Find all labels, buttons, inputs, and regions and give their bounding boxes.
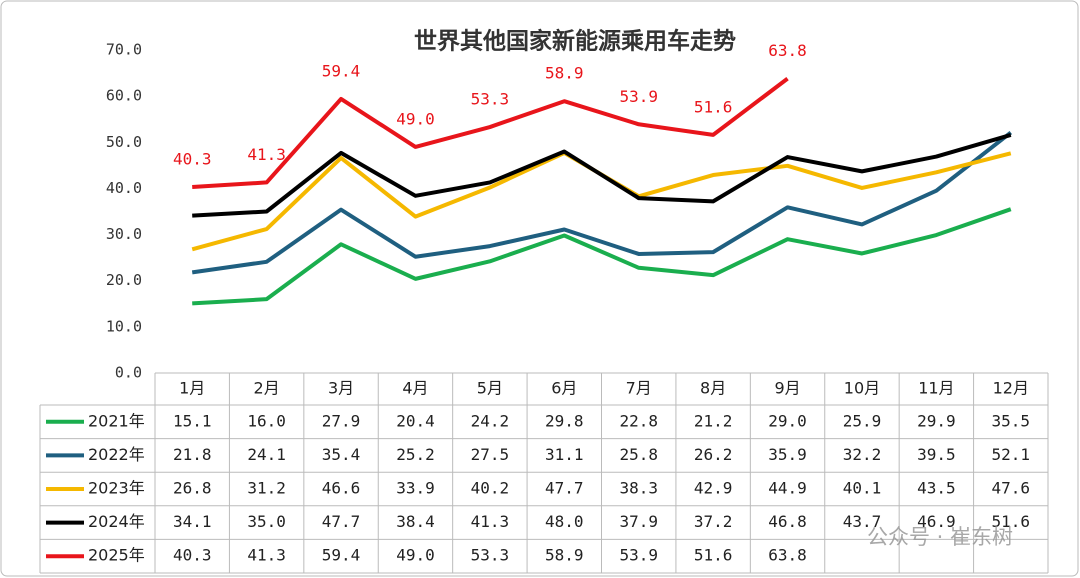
x-tick-label: 11月 — [918, 379, 954, 398]
x-tick-label: 12月 — [993, 379, 1029, 398]
table-cell: 46.9 — [917, 512, 956, 531]
y-tick-label: 10.0 — [106, 317, 142, 335]
table-cell: 47.7 — [322, 512, 361, 531]
table-cell: 53.3 — [471, 546, 510, 565]
table-cell: 52.1 — [992, 445, 1031, 464]
table-cell: 27.9 — [322, 411, 361, 430]
table-cell: 46.6 — [322, 479, 361, 498]
table-cell: 31.2 — [247, 479, 286, 498]
table-cell: 43.7 — [843, 512, 882, 531]
y-tick-label: 60.0 — [106, 87, 142, 105]
table-cell: 21.2 — [694, 411, 733, 430]
legend-label: 2023年 — [88, 479, 145, 498]
legend-label: 2021年 — [88, 411, 145, 430]
table-cell: 44.9 — [768, 479, 807, 498]
series-line — [191, 131, 1013, 275]
legend-label: 2025年 — [88, 546, 145, 565]
table-cell: 37.2 — [694, 512, 733, 531]
y-tick-label: 40.0 — [106, 179, 142, 197]
table-cell: 49.0 — [396, 546, 435, 565]
x-tick-label: 9月 — [774, 379, 800, 398]
table-cell: 51.6 — [992, 512, 1031, 531]
table-cell: 21.8 — [173, 445, 212, 464]
y-tick-label: 50.0 — [106, 133, 142, 151]
table-cell: 20.4 — [396, 411, 435, 430]
table-cell: 53.9 — [619, 546, 658, 565]
table-cell: 41.3 — [471, 512, 510, 531]
x-tick-label: 1月 — [179, 379, 205, 398]
table-cell: 32.2 — [843, 445, 882, 464]
table-cell: 26.8 — [173, 479, 212, 498]
table-cell: 42.9 — [694, 479, 733, 498]
x-tick-label: 7月 — [626, 379, 652, 398]
table-cell: 25.9 — [843, 411, 882, 430]
table-cell: 29.0 — [768, 411, 807, 430]
x-tick-label: 4月 — [402, 379, 428, 398]
y-tick-label: 20.0 — [106, 271, 142, 289]
table-cell: 40.2 — [471, 479, 510, 498]
series-line — [192, 77, 789, 190]
table-cell: 47.7 — [545, 479, 584, 498]
series-line — [192, 207, 1012, 306]
x-tick-label: 8月 — [700, 379, 726, 398]
table-cell: 58.9 — [545, 546, 584, 565]
table-cell: 15.1 — [173, 411, 212, 430]
table-cell: 40.3 — [173, 546, 212, 565]
x-tick-label: 10月 — [844, 379, 880, 398]
legend-label: 2024年 — [88, 512, 145, 531]
table-cell: 24.1 — [247, 445, 286, 464]
table-cell: 27.5 — [471, 445, 510, 464]
table-cell: 22.8 — [619, 411, 658, 430]
data-label: 59.4 — [322, 61, 361, 80]
y-tick-label: 70.0 — [106, 41, 142, 59]
data-label: 40.3 — [173, 150, 212, 169]
x-tick-label: 5月 — [477, 379, 503, 398]
table-cell: 51.6 — [694, 546, 733, 565]
table-cell: 29.8 — [545, 411, 584, 430]
table-cell: 46.8 — [768, 512, 807, 531]
table-cell: 35.5 — [992, 411, 1031, 430]
series-line — [192, 132, 1012, 218]
table-cell: 39.5 — [917, 445, 956, 464]
data-label: 49.0 — [396, 109, 435, 128]
chart-title: 世界其他国家新能源乘用车走势 — [414, 28, 736, 55]
table-cell: 26.2 — [694, 445, 733, 464]
table-cell: 35.9 — [768, 445, 807, 464]
table-cell: 59.4 — [322, 546, 361, 565]
legend-label: 2022年 — [88, 445, 145, 464]
table-cell: 37.9 — [619, 512, 658, 531]
table-cell: 24.2 — [471, 411, 510, 430]
data-label: 41.3 — [247, 145, 286, 164]
x-tick-label: 3月 — [328, 379, 354, 398]
table-cell: 29.9 — [917, 411, 956, 430]
table-cell: 43.5 — [917, 479, 956, 498]
table-cell: 35.4 — [322, 445, 361, 464]
x-tick-label: 2月 — [254, 379, 280, 398]
table-cell: 35.0 — [247, 512, 286, 531]
data-label: 53.9 — [619, 87, 658, 106]
table-cell: 41.3 — [247, 546, 286, 565]
table-cell: 31.1 — [545, 445, 584, 464]
table-cell: 34.1 — [173, 512, 212, 531]
table-cell: 48.0 — [545, 512, 584, 531]
data-label: 51.6 — [694, 97, 733, 116]
table-cell: 16.0 — [247, 411, 286, 430]
watermark: 公众号 · 崔东树 — [867, 525, 1013, 549]
table-cell: 40.1 — [843, 479, 882, 498]
y-tick-label: 0.0 — [115, 364, 142, 382]
table-cell: 25.8 — [619, 445, 658, 464]
table-cell: 38.4 — [396, 512, 435, 531]
data-label: 53.3 — [471, 90, 510, 109]
data-label: 58.9 — [545, 64, 584, 83]
data-label: 63.8 — [768, 41, 807, 60]
table-cell: 47.6 — [992, 479, 1031, 498]
table-cell: 38.3 — [619, 479, 658, 498]
table-cell: 63.8 — [768, 546, 807, 565]
x-tick-label: 6月 — [551, 379, 577, 398]
y-tick-label: 30.0 — [106, 225, 142, 243]
table-cell: 25.2 — [396, 445, 435, 464]
table-cell: 33.9 — [396, 479, 435, 498]
